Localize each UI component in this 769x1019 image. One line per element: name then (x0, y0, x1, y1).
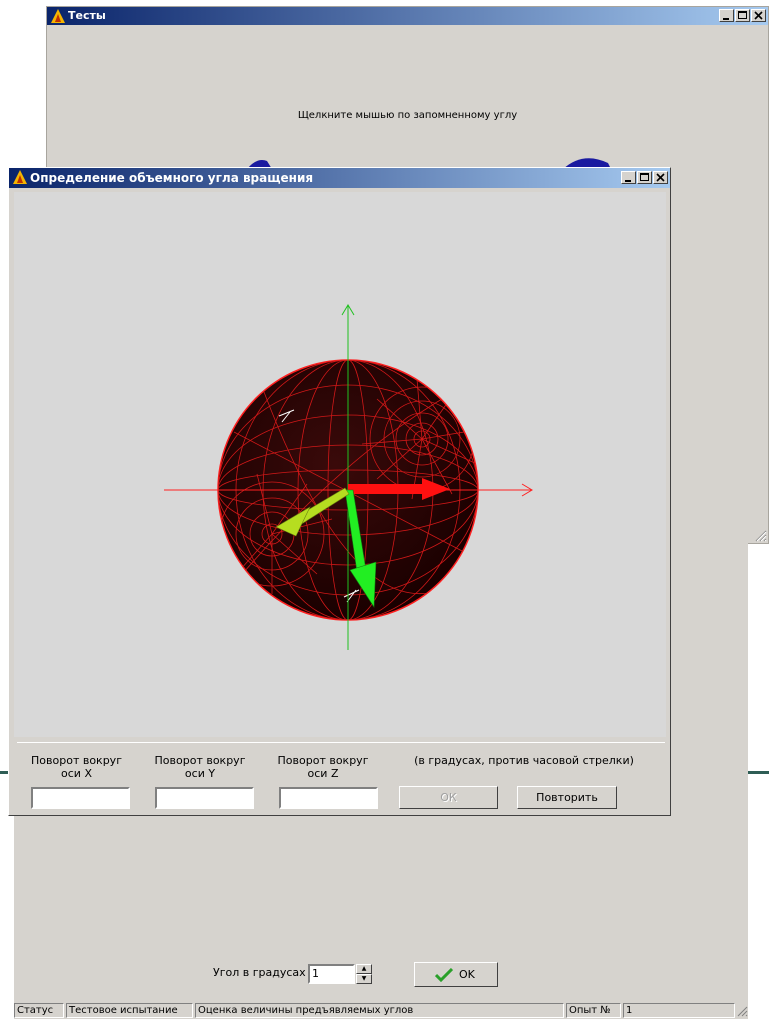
rotation-input-panel: Поворот вокруг оси X Поворот вокруг оси Y … (17, 742, 665, 815)
rotation-z-field[interactable] (279, 787, 378, 809)
angle-ok-label: OK (459, 968, 475, 981)
maximize-icon (640, 173, 649, 181)
status-task: Оценка величины предъявляемых углов (195, 1003, 564, 1018)
axis-z-label: Поворот вокруг оси Z (277, 754, 369, 780)
app-icon (51, 9, 65, 23)
sphere-highlight (278, 409, 295, 423)
axis-x-label: Поворот вокруг оси X (31, 754, 122, 780)
instruction-text: Щелкните мышью по запомненному углу (297, 110, 518, 121)
status-mode: Тестовое испытание (66, 1003, 193, 1018)
app-icon (13, 170, 27, 184)
tests-titlebar[interactable]: Тесты (47, 7, 768, 25)
tests-window-title: Тесты (68, 9, 106, 22)
close-button[interactable] (751, 9, 766, 22)
axis-y-label: Поворот вокруг оси Y (154, 754, 246, 780)
arrow-yellow (275, 487, 350, 537)
spin-down-icon[interactable]: ▼ (356, 974, 372, 984)
minimize-button[interactable] (719, 9, 734, 22)
angle-ok-button[interactable]: OK (414, 962, 498, 987)
close-icon (754, 11, 763, 20)
y-axis-arrowhead (341, 304, 355, 316)
divider-left (0, 771, 14, 774)
checkmark-icon (435, 968, 453, 982)
close-button[interactable] (653, 171, 668, 184)
rotation-x-field[interactable] (31, 787, 130, 809)
trial-label: Опыт № (566, 1003, 621, 1018)
resize-grip-icon[interactable] (753, 528, 767, 542)
x-axis-arrowhead (521, 483, 533, 497)
maximize-button[interactable] (735, 9, 750, 22)
dialog-titlebar[interactable]: Определение объемного угла вращения (9, 168, 670, 188)
minimize-icon (723, 18, 729, 20)
rotation-dialog: Определение объемного угла вращения (8, 167, 671, 816)
arrow-green (344, 489, 377, 608)
3d-view[interactable] (14, 192, 666, 737)
angle-spinner[interactable]: ▲ ▼ (356, 964, 372, 984)
arrow-x (348, 478, 450, 500)
angle-input[interactable]: 1 (308, 964, 355, 984)
repeat-button[interactable]: Повторить (517, 786, 617, 809)
trial-number: 1 (623, 1003, 735, 1018)
status-bar: Статус Тестовое испытание Оценка величин… (14, 1003, 748, 1019)
sphere-scene (164, 304, 533, 650)
shape-fragment-right (563, 158, 611, 169)
minimize-icon (625, 180, 631, 182)
dialog-title: Определение объемного угла вращения (30, 171, 314, 185)
status-label: Статус (14, 1003, 64, 1018)
minimize-button[interactable] (621, 171, 636, 184)
units-hint: (в градусах, против часовой стрелки) (414, 754, 634, 767)
spin-up-icon[interactable]: ▲ (356, 964, 372, 974)
resize-grip-icon[interactable] (736, 1005, 748, 1017)
angle-label: Угол в градусах (213, 966, 306, 979)
shape-fragment-left (247, 160, 272, 169)
rotation-y-field[interactable] (155, 787, 254, 809)
maximize-button[interactable] (637, 171, 652, 184)
maximize-icon (738, 11, 747, 19)
close-icon (656, 173, 665, 182)
divider-right (748, 771, 769, 774)
ok-button[interactable]: ОК (399, 786, 498, 809)
